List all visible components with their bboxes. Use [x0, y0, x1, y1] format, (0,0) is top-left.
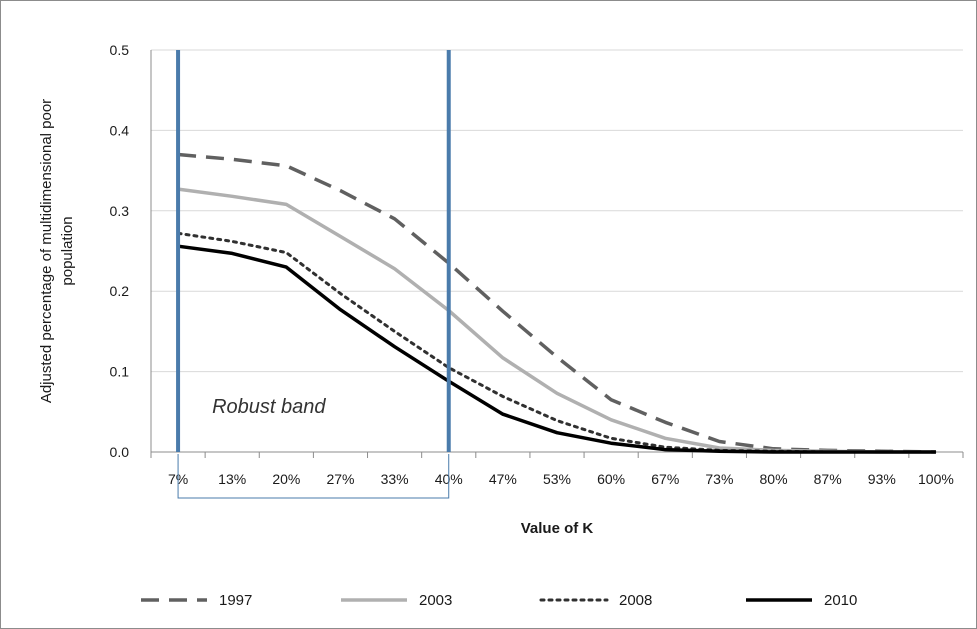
x-tick-label: 33% — [381, 471, 409, 487]
x-tick-label: 100% — [918, 471, 954, 487]
robust-band-label: Robust band — [212, 396, 326, 418]
y-tick-label: 0.0 — [110, 444, 130, 460]
y-axis-title-line-1: Adjusted percentage of multidimensional … — [38, 99, 55, 403]
y-axis-title: Adjusted percentage of multidimensional … — [38, 99, 76, 403]
legend-label-1997: 1997 — [219, 592, 252, 609]
legend-label-2008: 2008 — [619, 592, 652, 609]
robust-band — [176, 50, 451, 499]
x-tick-label: 20% — [272, 471, 300, 487]
x-tick-label: 47% — [489, 471, 517, 487]
x-axis-title: Value of K — [521, 520, 594, 537]
y-tick-labels: 0.0 0.1 0.2 0.3 0.4 0.5 — [110, 42, 130, 460]
x-tick-label: 80% — [760, 471, 788, 487]
y-tick-label: 0.2 — [110, 283, 130, 299]
x-tick-label: 73% — [705, 471, 733, 487]
x-tick-label: 27% — [326, 471, 354, 487]
series-line-1997 — [177, 152, 936, 454]
x-tick-labels: 7% 13% 20% 27% 33% 40% 47% 53% 60% 67% 73% 80% 87% 93… — [168, 471, 954, 487]
y-tick-label: 0.1 — [110, 364, 130, 380]
y-tick-label: 0.5 — [110, 42, 130, 58]
series-lines — [176, 152, 938, 454]
series-line-2010 — [177, 244, 936, 454]
x-tick-label: 53% — [543, 471, 571, 487]
legend-label-2010: 2010 — [824, 592, 857, 609]
legend: 1997 2003 2008 2010 — [141, 592, 857, 609]
legend-label-2003: 2003 — [419, 592, 452, 609]
x-tick-label: 87% — [814, 471, 842, 487]
x-tick-label: 60% — [597, 471, 625, 487]
y-tick-label: 0.4 — [110, 122, 130, 138]
band-bracket — [177, 454, 450, 499]
series-line-2008 — [176, 231, 938, 454]
gridlines — [151, 49, 963, 373]
x-tick-label: 13% — [218, 471, 246, 487]
x-tick-label: 93% — [868, 471, 896, 487]
y-tick-label: 0.3 — [110, 203, 130, 219]
y-axis-title-line-2: population — [59, 216, 76, 285]
x-tick-label: 67% — [651, 471, 679, 487]
